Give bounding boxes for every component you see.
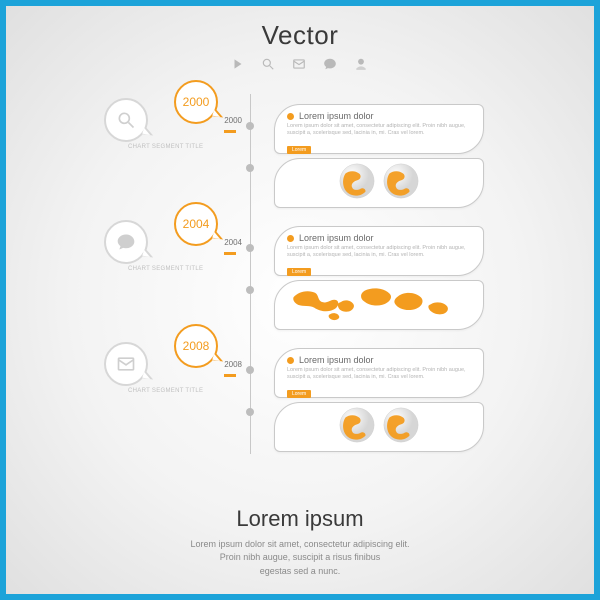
detail-card: Lorem ipsum dolor Lorem ipsum dolor sit a… <box>274 348 484 398</box>
globe-icon <box>382 406 420 449</box>
timeline-node <box>246 366 254 374</box>
timeline: 20002000CHART SEGMENT TITLELorem ipsum d… <box>6 94 594 454</box>
segment-label: CHART SEGMENT TITLE <box>128 388 203 394</box>
chat-icon-bubble <box>104 220 148 264</box>
globe-icon <box>338 162 376 205</box>
footer: Lorem ipsum Lorem ipsum dolor sit amet, … <box>6 506 594 579</box>
card-tag: Lorem <box>287 390 311 398</box>
globe-hand-icon <box>353 57 369 71</box>
image-card <box>274 158 484 208</box>
play-icon <box>231 57 245 71</box>
image-card <box>274 402 484 452</box>
detail-card: Lorem ipsum dolor Lorem ipsum dolor sit a… <box>274 226 484 276</box>
globe-icon <box>382 162 420 205</box>
header: Vector <box>6 6 594 71</box>
card-title: Lorem ipsum dolor <box>299 111 374 121</box>
globe-icon <box>338 406 376 449</box>
bullet-icon <box>287 235 294 242</box>
card-tag: Lorem <box>287 146 311 154</box>
footer-body: Lorem ipsum dolor sit amet, consectetur … <box>66 538 534 579</box>
axis-year-tick <box>224 374 236 377</box>
axis-year-label: 2004 <box>220 238 242 247</box>
axis-year-label: 2008 <box>220 360 242 369</box>
segment-label: CHART SEGMENT TITLE <box>128 266 203 272</box>
card-body: Lorem ipsum dolor sit amet, consectetur … <box>287 367 473 382</box>
chat-icon <box>323 57 337 71</box>
detail-card: Lorem ipsum dolor Lorem ipsum dolor sit a… <box>274 104 484 154</box>
header-title: Vector <box>6 20 594 51</box>
timeline-node <box>246 164 254 172</box>
header-icon-row <box>6 57 594 71</box>
timeline-node <box>246 244 254 252</box>
card-title: Lorem ipsum dolor <box>299 355 374 365</box>
card-tag: Lorem <box>287 268 311 276</box>
segment-label: CHART SEGMENT TITLE <box>128 144 203 150</box>
mail-icon-bubble <box>104 342 148 386</box>
axis-year-tick <box>224 252 236 255</box>
year-bubble: 2000 <box>174 80 218 124</box>
year-bubble: 2008 <box>174 324 218 368</box>
timeline-node <box>246 286 254 294</box>
card-title: Lorem ipsum dolor <box>299 233 374 243</box>
axis-year-tick <box>224 130 236 133</box>
timeline-node <box>246 408 254 416</box>
timeline-axis <box>250 94 251 454</box>
footer-title: Lorem ipsum <box>66 506 534 532</box>
card-body: Lorem ipsum dolor sit amet, consectetur … <box>287 123 473 138</box>
bullet-icon <box>287 357 294 364</box>
axis-year-label: 2000 <box>220 116 242 125</box>
bullet-icon <box>287 113 294 120</box>
magnifier-icon <box>261 57 275 71</box>
infographic-frame: Vector 20002000 CHART SEGMENT TITLE Lorem … <box>0 0 600 600</box>
card-body: Lorem ipsum dolor sit amet, consectetur … <box>287 245 473 260</box>
timeline-node <box>246 122 254 130</box>
world-map-icon <box>284 283 474 328</box>
image-card <box>274 280 484 330</box>
mail-icon <box>291 57 307 71</box>
year-bubble: 2004 <box>174 202 218 246</box>
magnifier-icon-bubble <box>104 98 148 142</box>
